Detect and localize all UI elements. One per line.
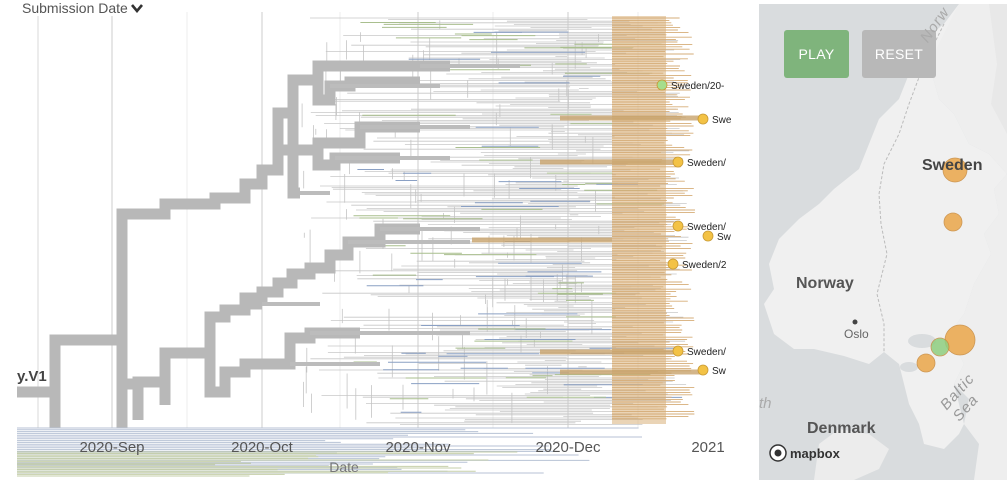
map-panel[interactable]: PLAY RESET Sweden Norway Oslo Denmark Ba… [759, 4, 1007, 480]
tip-marker[interactable] [656, 79, 668, 91]
map-border-norway-sweden [876, 23, 945, 352]
reset-button[interactable]: RESET [862, 30, 936, 78]
sort-label: Submission Date [22, 0, 128, 16]
map-land-sweden-east [919, 4, 1007, 480]
map-land-finland [989, 4, 1007, 134]
map-label-north-sea: th [759, 395, 772, 412]
map-canvas[interactable] [759, 4, 1007, 480]
phylogeny-panel[interactable]: 2020-Sep 2020-Oct 2020-Nov 2020-Dec 2021 Date… [0, 0, 750, 495]
date-tick-label: 2020-Nov [385, 439, 451, 456]
axis-root-branches-green [17, 451, 518, 477]
tip-label[interactable]: Sweden/ [687, 222, 726, 233]
oslo-marker-icon [852, 319, 858, 325]
map-lake [908, 334, 936, 348]
map-location-marker[interactable] [944, 324, 976, 356]
tip-marker[interactable] [672, 156, 684, 168]
mapbox-icon [769, 444, 787, 462]
tip-marker[interactable] [702, 230, 714, 242]
clade-label: y.V1 [17, 368, 47, 385]
tip-marker[interactable] [672, 220, 684, 232]
mapbox-logo[interactable]: mapbox [769, 444, 840, 462]
map-location-marker[interactable] [943, 212, 963, 232]
map-label-norway: Norway [796, 275, 854, 292]
tip-marker[interactable] [697, 113, 709, 125]
date-tick-label: 2020-Sep [79, 439, 144, 456]
tip-label[interactable]: Sweden/20- [671, 81, 724, 92]
chevron-down-icon [130, 4, 143, 13]
tree-thin-branches [310, 17, 690, 425]
tip-label[interactable]: Sweden/2 [682, 260, 727, 271]
map-lake [900, 362, 918, 372]
map-location-marker[interactable] [916, 353, 936, 373]
tip-label[interactable]: Sw [712, 366, 727, 377]
tree-thin-verticals [301, 20, 600, 424]
tip-marker[interactable] [672, 345, 684, 357]
tree-backbone-branch[interactable] [272, 121, 420, 170]
map-label-oslo: Oslo [844, 327, 869, 341]
date-tick-label: 2020-Dec [535, 439, 601, 456]
date-axis-title: Date [329, 459, 359, 475]
sort-dropdown[interactable]: Submission Date [22, 0, 147, 16]
phylogeny-tree[interactable]: 2020-Sep 2020-Oct 2020-Nov 2020-Dec 2021 Date… [0, 0, 750, 495]
tree-backbone-branch[interactable] [239, 298, 262, 310]
tip-marker[interactable] [697, 364, 709, 376]
date-tick-label: 2021 [691, 439, 724, 456]
tree-backbone-branch[interactable] [287, 80, 300, 199]
tip-marker[interactable] [667, 258, 679, 270]
date-tick-label: 2020-Oct [231, 439, 294, 456]
tip-label[interactable]: Sweden/ [687, 347, 726, 358]
tree-backbone-branch[interactable] [204, 317, 360, 398]
tree-tip-bundle [301, 17, 690, 425]
tip-label[interactable]: Sw [717, 232, 732, 243]
tree-highlight-branches [612, 17, 695, 420]
map-label-denmark: Denmark [807, 420, 876, 437]
map-location-marker[interactable] [942, 157, 968, 183]
mapbox-wordmark: mapbox [790, 445, 840, 461]
map-location-marker[interactable] [930, 337, 950, 357]
map-land-denmark [814, 429, 889, 480]
map-label-sweden: Sweden [922, 157, 983, 174]
tip-label[interactable]: Swe [712, 115, 732, 126]
tip-label[interactable]: Sweden/ [687, 158, 726, 169]
play-button[interactable]: PLAY [784, 30, 849, 78]
